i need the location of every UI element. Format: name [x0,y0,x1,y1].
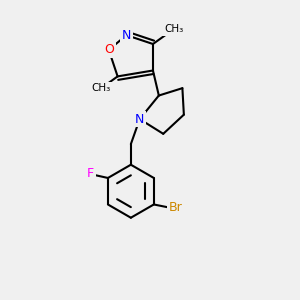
Text: O: O [104,44,114,56]
Text: CH₃: CH₃ [92,83,111,93]
Text: Br: Br [169,201,183,214]
Text: F: F [87,167,94,180]
Text: N: N [122,29,131,42]
Text: CH₃: CH₃ [164,24,183,34]
Text: N: N [135,112,144,126]
